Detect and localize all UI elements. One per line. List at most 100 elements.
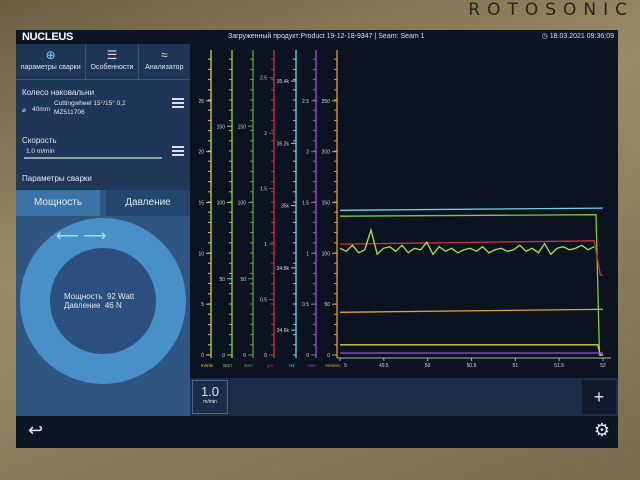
axis-tick-label: 0.5 [260,298,267,304]
x-axis-tick-label: 9 [344,363,347,369]
weld-param-wheel: Мощность Давление ⟵ ⟶ Мощность 92 Watt Д… [16,190,190,416]
add-button[interactable]: + [582,380,616,414]
axis-tick-label: 50 [219,277,225,283]
axis-tick-label: 150 [238,124,247,130]
x-axis-tick-label: 50 [425,363,431,369]
axis-tick-label: 2 [306,150,309,156]
axis-tick-label: 1 [306,251,309,257]
double-arrow-icon: ⟵ ⟶ [56,228,107,245]
axis-tick-label: 0.5 [302,302,309,308]
axis-unit-label: Hz [289,363,295,368]
speed-title: Скорость [22,136,57,145]
axis-tick-label: 50 [324,302,330,308]
speed-menu-button[interactable] [172,146,184,156]
axis-tick-label: 1.5 [260,187,267,193]
chart-toolbar: 1.0 m/min + [190,378,618,416]
wave-icon: ≈ [161,48,168,62]
x-axis-tick-label: 51.5 [554,363,564,369]
axis-tick-label: 200 [322,150,331,156]
axis-tick-label: 1 [264,242,267,248]
axis-tick-label: 5 [201,302,204,308]
gear-icon[interactable]: ⚙ [593,420,610,440]
axis-tick-label: 35.4k [277,79,290,85]
pressure-label: Давление [64,301,101,310]
x-axis-tick-label: 49.5 [379,363,389,369]
speed-display-value: 1.0 [200,384,220,399]
axis-tick-label: 250 [322,99,331,105]
weld-params-title: Параметры сварки [22,174,92,183]
axis-unit-label: µm [267,363,274,368]
anvil-title: Колесо наковальни [22,88,95,97]
datetime: ◷ 18.03.2021 09:36:09 [542,32,614,40]
speed-value: 1.0 m/min [26,148,55,155]
axis-tick-label: 2.5 [302,99,309,105]
touch-screen: NUCLEUS Загруженный продукт:Product 19-1… [16,30,618,448]
axis-tick-label: 0 [327,353,330,359]
tab-features[interactable]: ☰ Особенности [86,44,139,79]
series-line-0 [339,207,604,211]
axis-unit-label: m/min [201,363,214,368]
axis-tick-label: 25 [198,99,204,105]
anvil-menu-button[interactable] [172,98,184,108]
anvil-name: Cuttingwheel 15°/15° 0,2 [54,100,126,107]
download-circle-icon: ⊕ [45,48,56,62]
app-logo: NUCLEUS [22,31,74,43]
x-axis-tick-label: 52 [600,363,606,369]
tab-weld-params[interactable]: ⊕ параметры сварки [16,44,87,79]
power-label: Мощность [64,292,103,301]
series-line-5 [340,344,603,356]
axis-tick-label: 150 [322,201,331,207]
series-line-1 [339,214,603,356]
back-icon[interactable]: ↩ [28,420,44,440]
axis-tick-label: 100 [217,201,226,207]
axis-unit-label: Ватт [244,363,254,368]
x-axis-tick-label: 51 [513,363,519,369]
tab-pressure[interactable]: Давление [106,190,190,216]
footer-bar: ↩ ⚙ [16,416,618,448]
axis-tick-label: 0 [264,353,267,359]
axis-tick-label: 35.2k [277,141,290,147]
x-axis-tick-label: 50.5 [467,363,477,369]
tab-label: параметры сварки [20,64,81,71]
brand-logo: ROTOSONIC [468,0,634,20]
axis-tick-label: 0 [243,353,246,359]
value-display: Мощность 92 Watt Давление 46 N [50,248,156,354]
axis-unit-label: mm [308,363,316,368]
axis-tick-label: 2.5 [260,76,267,82]
header-bar: NUCLEUS Загруженный продукт:Product 19-1… [16,30,618,44]
axis-tick-label: 100 [238,201,247,207]
datetime-text: 18.03.2021 09:36:09 [549,33,614,40]
analyzer-chart-panel [190,44,618,378]
tab-label: Особенности [90,64,134,71]
series-line-4 [339,308,604,313]
speed-slider[interactable] [24,157,162,159]
tab-analyzer[interactable]: ≈ Анализатор [139,44,190,79]
axis-tick-label: 20 [198,150,204,156]
axis-tick-label: 2 [264,131,267,137]
axis-tick-label: 100 [322,251,331,257]
axis-unit-label: Newton [325,363,341,368]
axis-tick-label: 0 [306,353,309,359]
speed-display[interactable]: 1.0 m/min [192,380,228,414]
axis-tick-label: 10 [198,251,204,257]
axis-tick-label: 0 [201,353,204,359]
axis-tick-label: 35k [281,204,290,210]
tab-power[interactable]: Мощность [16,190,100,216]
axis-tick-label: 0 [222,353,225,359]
anvil-diameter: 40mm [32,106,51,113]
anvil-code: MZ511706 [54,109,85,116]
tab-label: Анализатор [145,64,184,71]
axis-tick-label: 50 [240,277,246,283]
power-value: 92 Watt [106,292,135,301]
series-line-2 [339,240,603,276]
axis-tick-label: 150 [217,124,226,130]
series-line-3 [339,227,595,256]
list-icon: ☰ [106,48,118,62]
loaded-product: Загруженный продукт:Product 19-12-18-934… [228,33,425,40]
adjust-ring[interactable]: ⟵ ⟶ Мощность 92 Watt Давление 46 N [20,218,186,384]
axis-tick-label: 15 [198,201,204,207]
speed-display-unit: m/min [203,399,217,405]
axis-unit-label: Ватт [223,363,233,368]
axis-tick-label: 1.5 [302,201,309,207]
